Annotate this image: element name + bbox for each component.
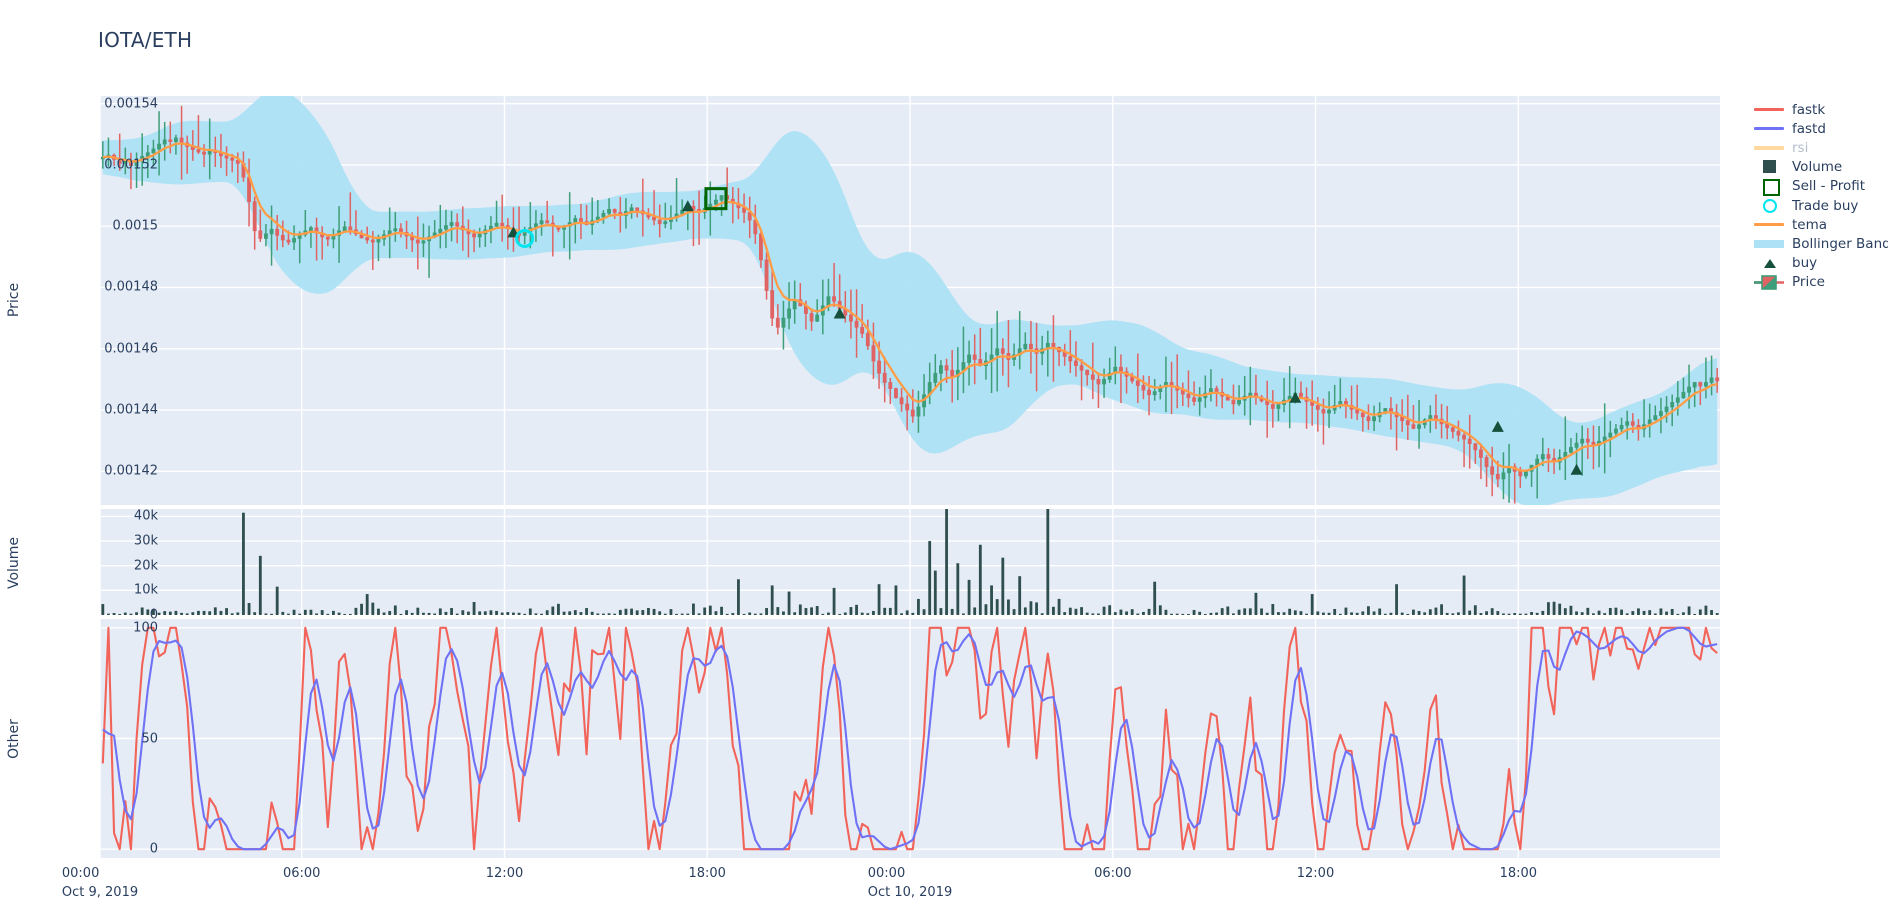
- other-subplot[interactable]: [100, 619, 1720, 858]
- other-tick-0: 0: [149, 841, 158, 857]
- legend-item-label: fastk: [1792, 101, 1826, 118]
- legend-item-volume[interactable]: Volume: [1752, 158, 1882, 177]
- other-plot-canvas: [100, 619, 1720, 858]
- price-subplot[interactable]: [100, 96, 1720, 505]
- legend-item-label: buy: [1792, 255, 1818, 272]
- legend-circle-open-icon: [1752, 196, 1786, 215]
- legend-item-bollinger-band[interactable]: Bollinger Band: [1752, 234, 1888, 253]
- legend-item-trade-buy[interactable]: Trade buy: [1752, 196, 1882, 215]
- x-tick-date: Oct 9, 2019: [61, 885, 139, 900]
- price-tick-3: 0.00148: [104, 279, 158, 295]
- legend-item-buy[interactable]: buy: [1752, 254, 1882, 273]
- volume-tick-4: 40k: [133, 508, 158, 524]
- legend-item-rsi[interactable]: rsi: [1752, 138, 1882, 157]
- legend-item-label: fastd: [1792, 120, 1826, 137]
- x-tick-0: 00:00 Oct 9, 2019: [62, 866, 138, 900]
- x-tick-time: 18:00: [1499, 866, 1538, 881]
- legend-item-label: tema: [1792, 216, 1828, 233]
- volume-tick-1: 10k: [133, 582, 158, 598]
- legend-item-tema[interactable]: tema: [1752, 215, 1882, 234]
- x-tick-2: 12:00: [486, 866, 523, 881]
- legend-line-icon: [1752, 119, 1786, 138]
- x-tick-time: 12:00: [485, 866, 524, 881]
- page-title: IOTA/ETH: [98, 28, 193, 52]
- other-axis-title: Other: [6, 719, 22, 759]
- price-tick-1: 0.00152: [104, 157, 158, 173]
- legend-item-label: Price: [1792, 274, 1825, 291]
- price-tick-0: 0.00154: [104, 96, 158, 112]
- x-tick-3: 18:00: [688, 866, 725, 881]
- legend-item-label: Bollinger Band: [1792, 235, 1888, 252]
- volume-subplot[interactable]: [100, 509, 1720, 615]
- x-tick-4: 00:00 Oct 10, 2019: [868, 866, 953, 900]
- x-tick-5: 06:00: [1094, 866, 1131, 881]
- chart-legend[interactable]: fastk fastd rsi Volume Sell - Profit Trade bu…: [1752, 100, 1888, 292]
- legend-band-icon: [1752, 234, 1786, 253]
- legend-item-label: Volume: [1792, 159, 1843, 176]
- other-tick-2: 100: [133, 620, 158, 636]
- legend-square-open-icon: [1752, 177, 1786, 197]
- x-tick-time: 06:00: [282, 866, 321, 881]
- price-tick-4: 0.00146: [104, 341, 158, 357]
- x-tick-time: 00:00: [61, 866, 100, 881]
- legend-line-icon: [1752, 100, 1786, 119]
- legend-item-label: rsi: [1792, 139, 1809, 156]
- x-tick-7: 18:00: [1500, 866, 1537, 881]
- volume-tick-3: 30k: [133, 533, 158, 549]
- legend-line-icon: [1752, 138, 1786, 157]
- price-tick-2: 0.0015: [112, 218, 159, 234]
- legend-item-sell-profit[interactable]: Sell - Profit: [1752, 177, 1882, 197]
- volume-tick-0: 0: [149, 607, 158, 623]
- legend-item-price[interactable]: Price: [1752, 273, 1882, 292]
- price-tick-5: 0.00144: [104, 402, 158, 418]
- volume-plot-canvas: [100, 509, 1720, 615]
- legend-item-label: Sell - Profit: [1792, 178, 1866, 195]
- x-tick-time: 00:00: [867, 866, 906, 881]
- x-tick-time: 18:00: [688, 866, 726, 881]
- volume-tick-2: 20k: [133, 558, 158, 574]
- volume-axis-title: Volume: [6, 536, 22, 590]
- x-tick-6: 12:00: [1297, 866, 1334, 881]
- price-tick-6: 0.00142: [104, 463, 158, 479]
- legend-item-label: Trade buy: [1792, 197, 1859, 214]
- legend-line-icon: [1752, 215, 1786, 234]
- legend-item-fastk[interactable]: fastk: [1752, 100, 1882, 119]
- price-plot-canvas: [100, 96, 1720, 505]
- x-tick-time: 12:00: [1296, 866, 1335, 881]
- x-tick-date: Oct 10, 2019: [867, 885, 953, 900]
- legend-candlestick-icon: [1752, 273, 1786, 292]
- legend-item-fastd[interactable]: fastd: [1752, 119, 1882, 138]
- legend-square-icon: [1752, 158, 1786, 177]
- other-tick-1: 50: [141, 731, 158, 746]
- price-axis-title: Price: [6, 282, 22, 318]
- x-tick-time: 06:00: [1094, 866, 1132, 881]
- x-tick-1: 06:00: [283, 866, 320, 881]
- legend-triangle-up-icon: [1752, 254, 1786, 273]
